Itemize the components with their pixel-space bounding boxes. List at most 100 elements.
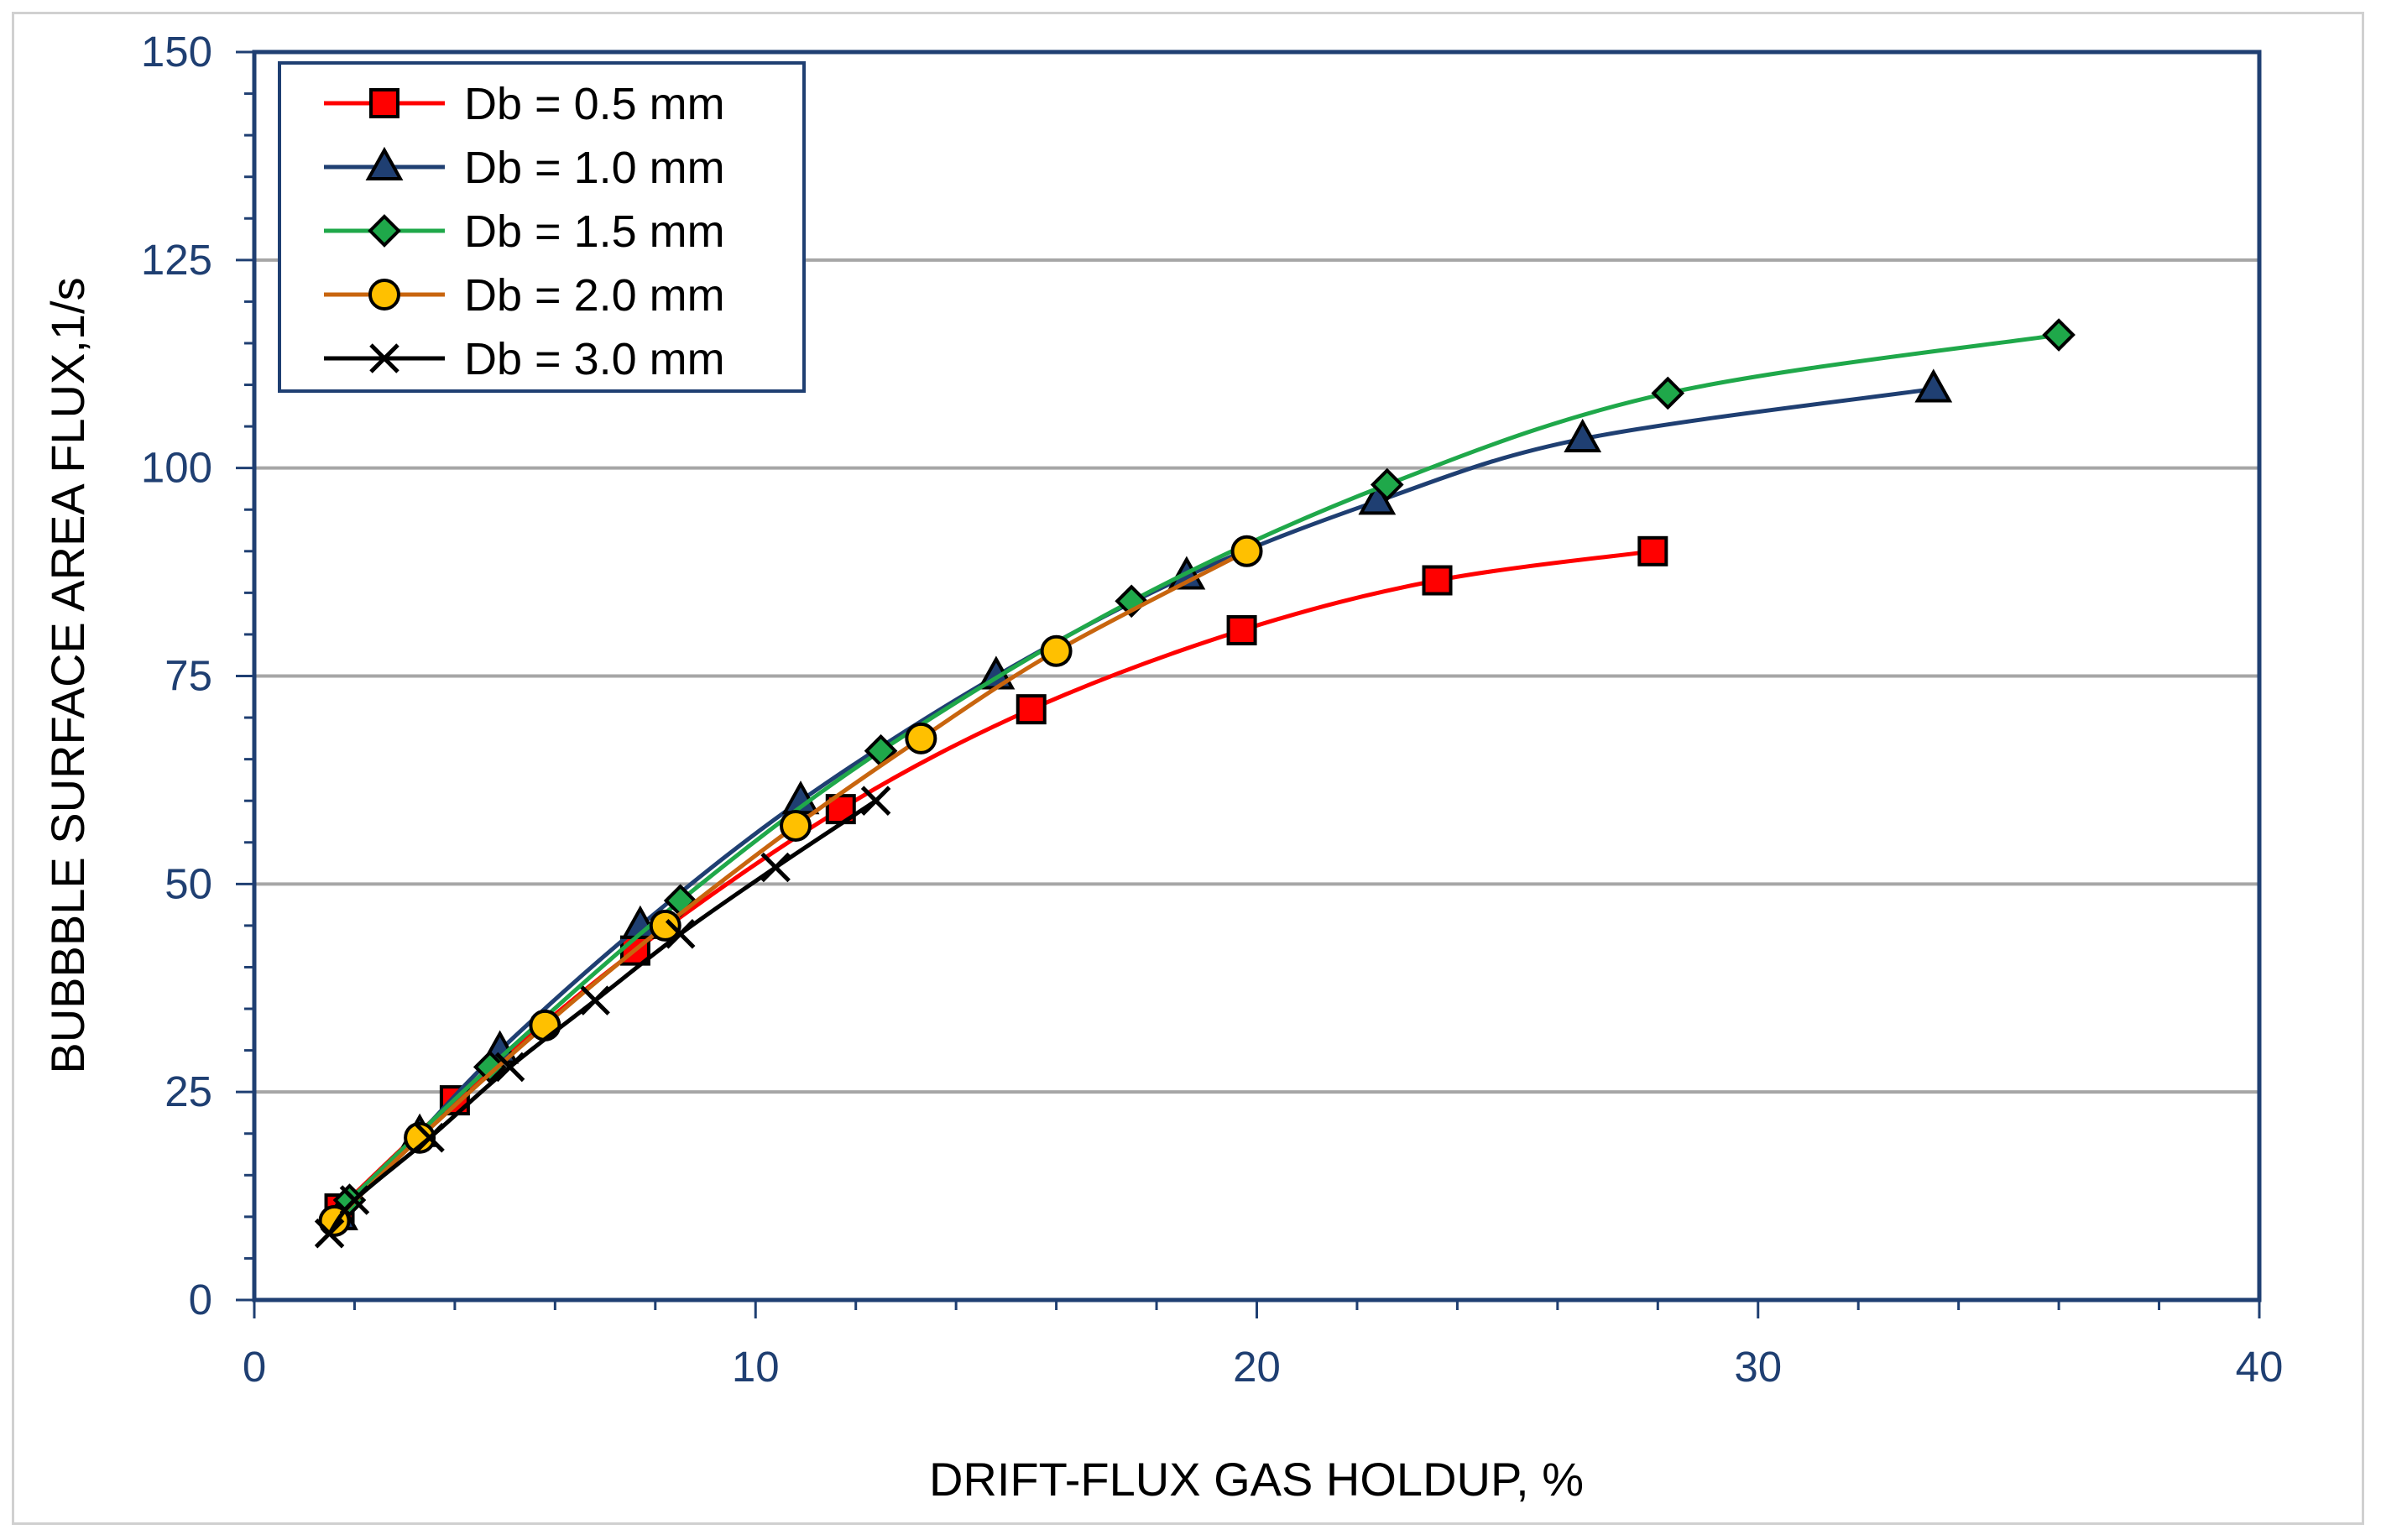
data-point-stroke-b: [580, 985, 610, 1015]
series-1: [324, 535, 1668, 1224]
series-line-5: [327, 799, 877, 1235]
series-line-3: [347, 332, 2060, 1202]
series-3: [332, 318, 2076, 1217]
data-point-stroke-b: [860, 786, 891, 816]
series-4: [318, 535, 1263, 1237]
data-point-stroke-b: [415, 1122, 445, 1153]
data-point-shape: [529, 1009, 561, 1041]
legend-swatch-marker: [369, 88, 399, 118]
x-tick-label: 0: [243, 1343, 266, 1391]
legend-entry-4: Db = 2.0 mm: [324, 270, 725, 321]
y-tick-label: 75: [164, 652, 212, 700]
legend-label: Db = 1.0 mm: [464, 143, 725, 193]
y-tick-label: 50: [164, 859, 212, 907]
data-point: [760, 852, 791, 883]
data-point-shape: [1226, 614, 1257, 645]
data-point: [1370, 467, 1404, 502]
legend-entry-1: Db = 0.5 mm: [324, 79, 725, 129]
data-point: [415, 1122, 445, 1153]
data-point: [1226, 614, 1257, 645]
data-point: [314, 1218, 345, 1249]
data-point: [1914, 368, 1953, 403]
data-point: [494, 1052, 525, 1083]
data-point-shape: [1637, 535, 1668, 566]
data-point: [529, 1009, 561, 1041]
data-point-shape: [780, 809, 812, 842]
data-point-shape: [1914, 368, 1953, 403]
data-point: [621, 905, 660, 939]
legend-swatch-marker-stroke-b: [369, 343, 399, 373]
data-point-shape: [473, 1050, 507, 1084]
y-tick-label: 0: [189, 1276, 212, 1323]
legend-box: [278, 61, 806, 393]
x-tick-label: 20: [1233, 1343, 1281, 1391]
y-tick-label: 25: [164, 1068, 212, 1115]
data-point-shape: [404, 1121, 436, 1154]
axis-ticks: 0 25 50 75 100 125 150 0 10 20 30 40: [141, 28, 2283, 1391]
legend-swatch-marker: [369, 343, 399, 373]
data-point-shape: [621, 905, 660, 939]
data-point-shape: [1230, 535, 1263, 567]
legend-label: Db = 0.5 mm: [464, 79, 725, 129]
data-point: [1230, 535, 1263, 567]
data-point-shape: [1016, 694, 1047, 725]
x-tick-label: 40: [2236, 1343, 2284, 1391]
data-point: [473, 1050, 507, 1084]
legend-entry-3: Db = 1.5 mm: [324, 206, 725, 257]
data-point: [860, 786, 891, 816]
legend-label: Db = 1.5 mm: [464, 206, 725, 257]
legend-entry-5: Db = 3.0 mm: [324, 334, 725, 384]
x-tick-label: 10: [732, 1343, 780, 1391]
legend-label: Db = 2.0 mm: [464, 270, 725, 321]
data-point-shape: [1370, 467, 1404, 502]
series-group: [314, 318, 2076, 1249]
legend-swatch-marker: [365, 146, 404, 180]
data-point-stroke-b: [665, 919, 696, 949]
series-line-1: [337, 549, 1653, 1210]
data-point-shape: [1040, 634, 1073, 667]
legend-swatch-marker: [368, 214, 401, 248]
data-point: [2042, 318, 2076, 352]
data-point-stroke-b: [494, 1052, 525, 1083]
data-point: [905, 722, 937, 754]
data-point-shape: [1651, 376, 1685, 410]
x-axis-title: DRIFT-FLUX GAS HOLDUP, %: [929, 1453, 1584, 1506]
data-point: [1016, 694, 1047, 725]
y-axis-title: BUBBBLE SURFACE AREA FLUX,1/s: [41, 277, 94, 1073]
legend: Db = 0.5 mm Db = 1.0 mm Db = 1.5 mm Db = 2.…: [278, 61, 806, 393]
data-point: [665, 919, 696, 949]
data-point-shape: [905, 722, 937, 754]
legend-swatch-marker-shape: [369, 88, 399, 118]
y-tick-label: 150: [141, 28, 212, 76]
legend-swatch-marker-shape: [368, 279, 400, 311]
data-point: [780, 809, 812, 842]
data-point: [339, 1185, 370, 1215]
y-tick-label: 125: [141, 236, 212, 284]
data-point-shape: [649, 909, 681, 942]
legend-swatch-marker-shape: [368, 214, 401, 248]
data-point-stroke-b: [339, 1185, 370, 1215]
data-point-stroke-b: [760, 852, 791, 883]
legend-swatch-marker: [368, 279, 400, 311]
series-line-4: [332, 549, 1248, 1223]
data-point-stroke-b: [314, 1218, 345, 1249]
data-point: [580, 985, 610, 1015]
series-5: [314, 786, 891, 1249]
y-tick-label: 100: [141, 444, 212, 492]
legend-swatch-marker-shape: [365, 146, 404, 180]
x-tick-label: 30: [1734, 1343, 1782, 1391]
data-point: [404, 1121, 436, 1154]
legend-entry-2: Db = 1.0 mm: [324, 143, 725, 193]
data-point: [1651, 376, 1685, 410]
data-point: [1422, 565, 1453, 596]
series-2: [321, 368, 1953, 1230]
data-point: [649, 909, 681, 942]
data-point: [1564, 418, 1602, 452]
data-point-shape: [2042, 318, 2076, 352]
data-point-shape: [1422, 565, 1453, 596]
data-point: [1040, 634, 1073, 667]
data-point: [1637, 535, 1668, 566]
data-point-shape: [1564, 418, 1602, 452]
legend-label: Db = 3.0 mm: [464, 334, 725, 384]
